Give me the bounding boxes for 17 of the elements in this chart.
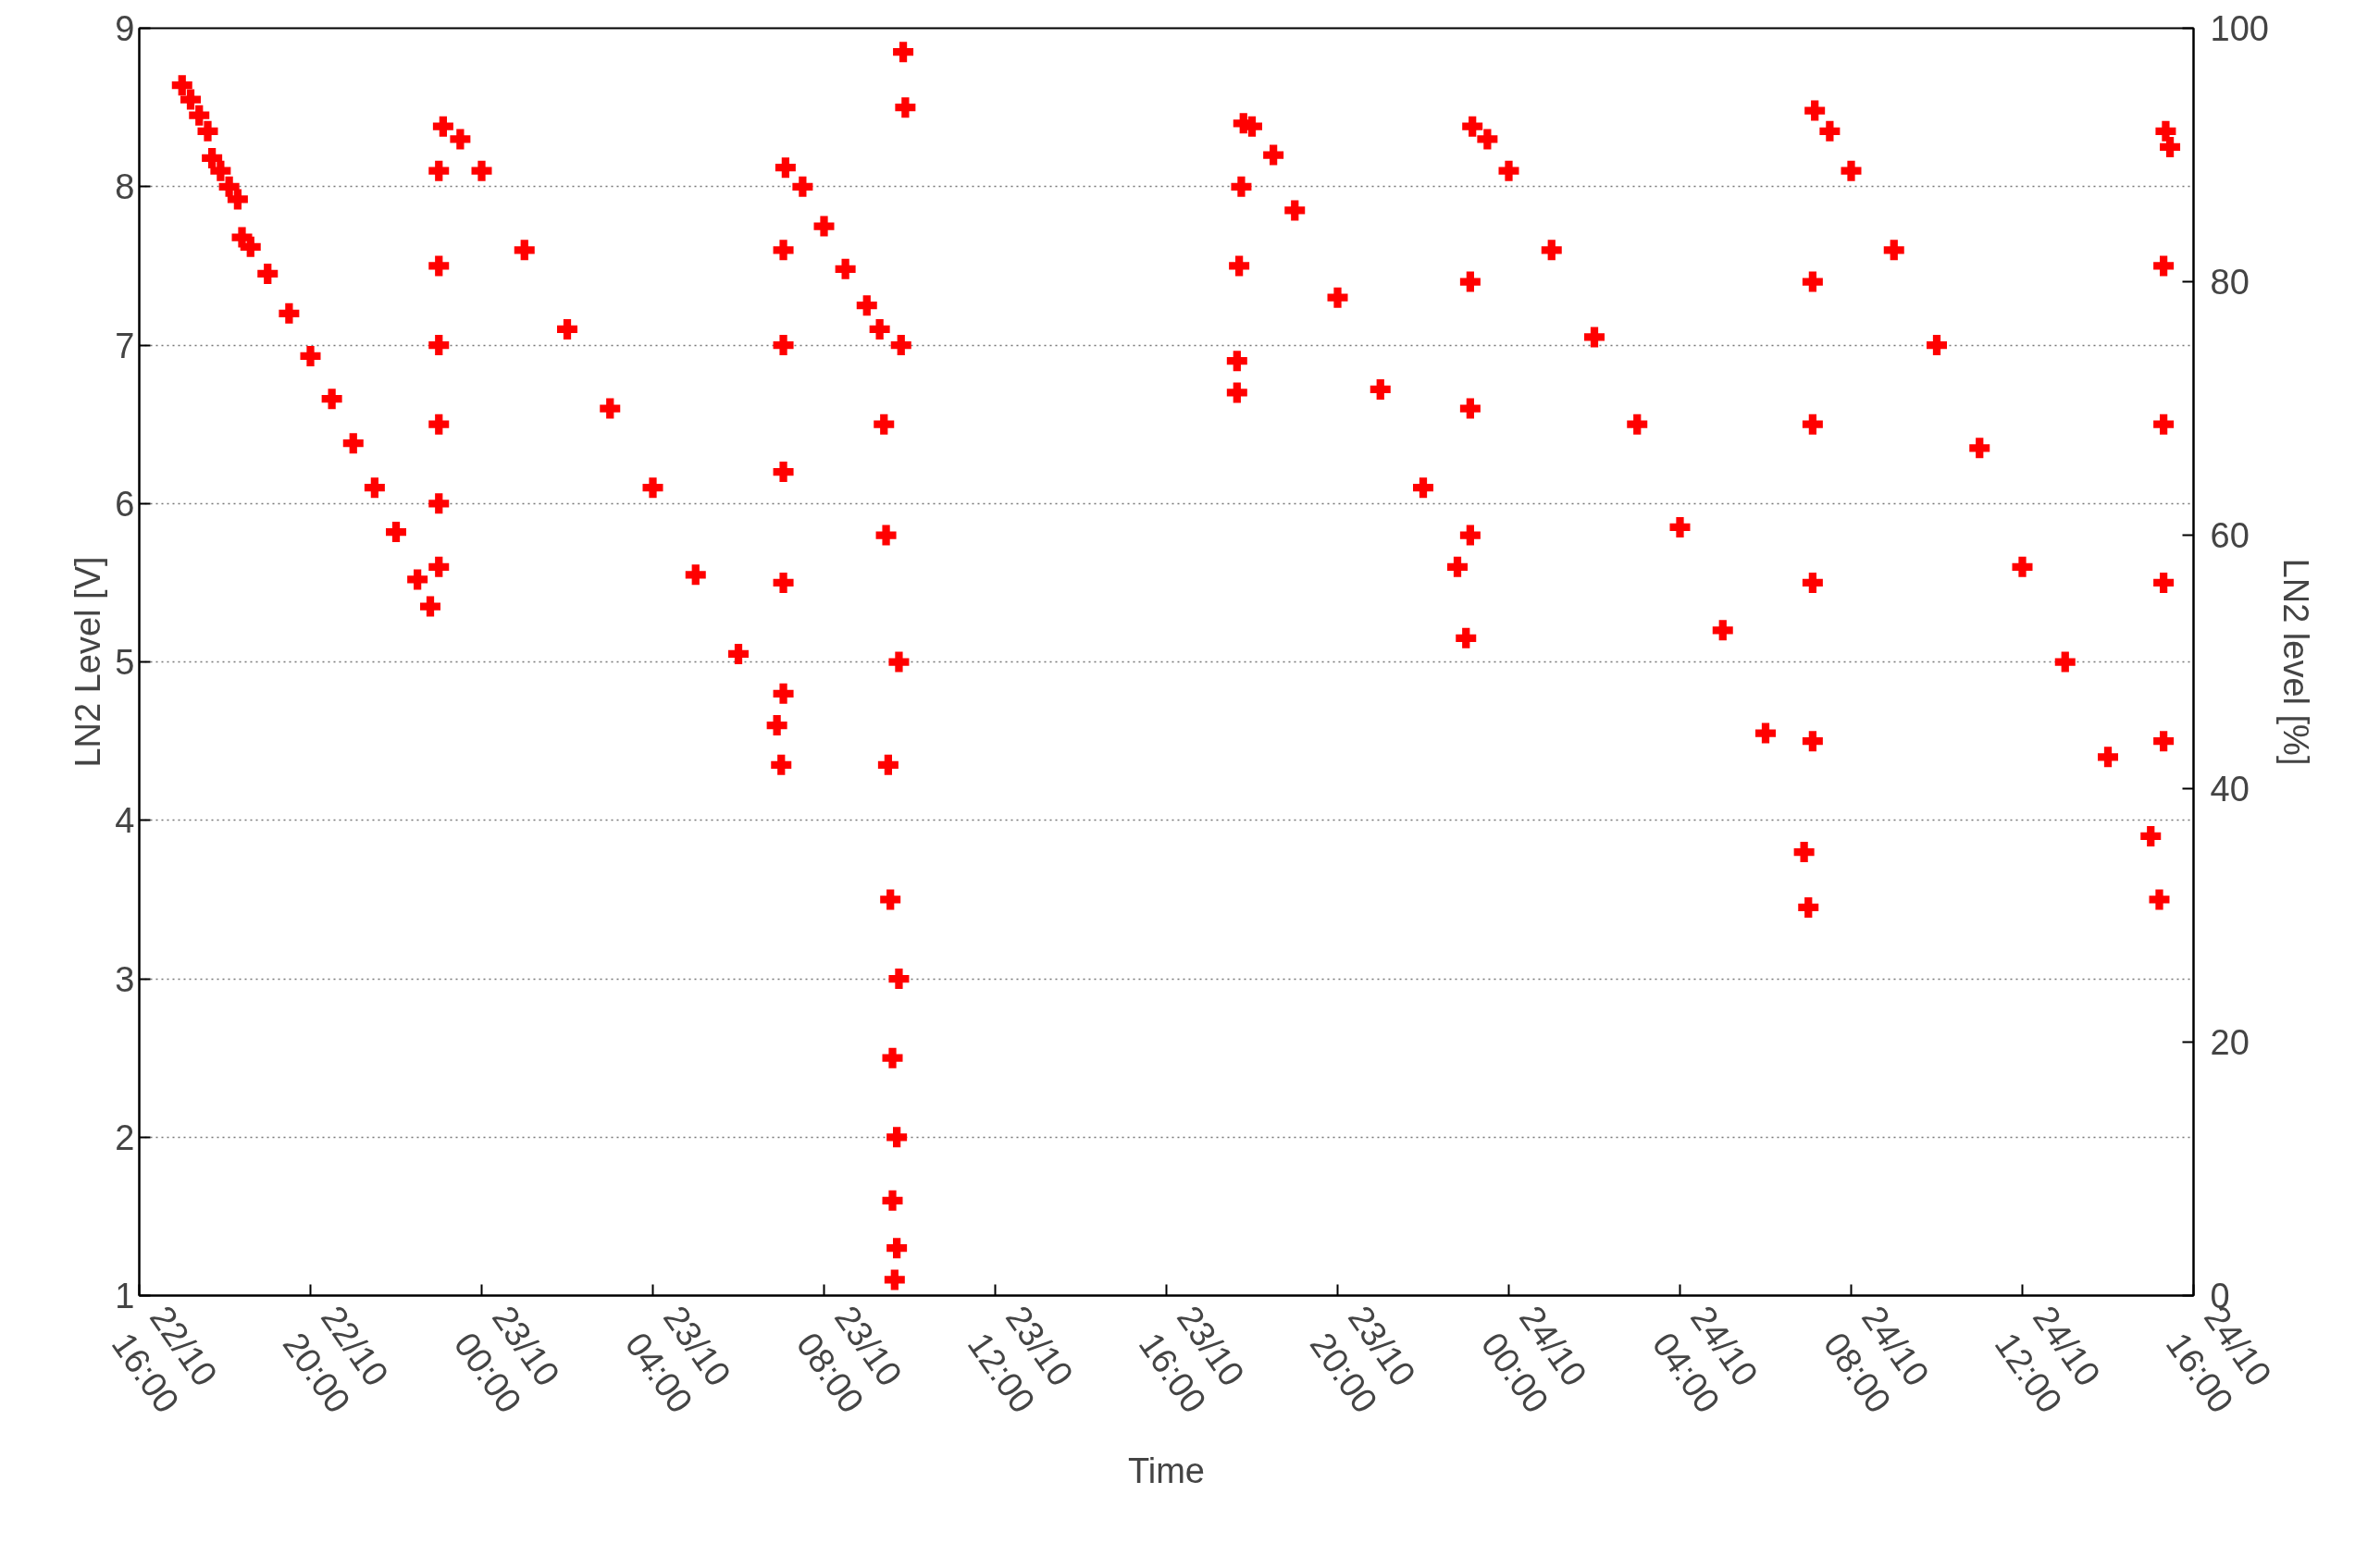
y-axis-title: LN2 Level [V] bbox=[68, 556, 108, 768]
x-axis-title: Time bbox=[1127, 1451, 1206, 1491]
y-tick-label: 5 bbox=[115, 643, 135, 682]
y2-tick-label: 40 bbox=[2210, 770, 2250, 809]
y2-tick-label: 80 bbox=[2210, 263, 2250, 302]
y-tick-label: 7 bbox=[115, 326, 135, 365]
y-tick-label: 4 bbox=[115, 801, 135, 841]
y2-tick-label: 20 bbox=[2210, 1023, 2250, 1062]
y-tick-label: 9 bbox=[115, 9, 135, 48]
y2-axis-title: LN2 level [%] bbox=[2275, 558, 2315, 766]
y-tick-label: 1 bbox=[115, 1277, 135, 1315]
y2-tick-label: 60 bbox=[2210, 516, 2250, 555]
y2-tick-label: 100 bbox=[2210, 9, 2269, 48]
y-tick-label: 3 bbox=[115, 959, 135, 999]
y-tick-label: 2 bbox=[115, 1117, 135, 1157]
y-tick-label: 6 bbox=[115, 484, 135, 524]
y-tick-label: 8 bbox=[115, 167, 135, 207]
